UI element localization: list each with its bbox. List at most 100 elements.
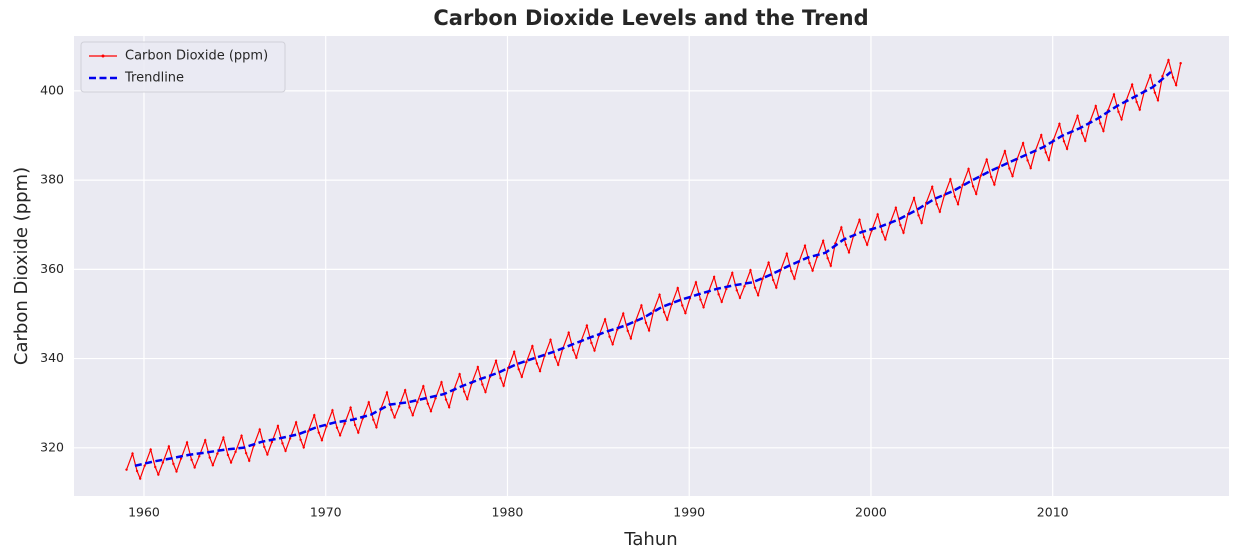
data-point bbox=[611, 343, 614, 346]
y-axis-label: Carbon Dioxide (ppm) bbox=[11, 167, 32, 365]
legend-label: Trendline bbox=[124, 71, 184, 86]
data-point bbox=[990, 175, 993, 179]
data-point bbox=[1047, 158, 1051, 162]
x-axis-label: Tahun bbox=[623, 529, 677, 550]
data-point bbox=[840, 226, 843, 229]
data-point bbox=[476, 365, 480, 369]
data-point bbox=[422, 385, 425, 388]
data-point bbox=[463, 390, 466, 393]
chart-title: Carbon Dioxide Levels and the Trend bbox=[433, 6, 868, 30]
data-point bbox=[367, 401, 370, 404]
data-point bbox=[876, 213, 879, 216]
data-point bbox=[644, 321, 648, 325]
data-point bbox=[603, 318, 607, 321]
data-point bbox=[735, 289, 739, 292]
data-point bbox=[684, 311, 687, 315]
data-point bbox=[652, 309, 655, 313]
data-point bbox=[912, 196, 916, 200]
data-point bbox=[585, 324, 589, 327]
data-point bbox=[997, 165, 1001, 169]
data-point bbox=[821, 239, 825, 242]
data-point bbox=[520, 375, 524, 379]
data-point bbox=[1003, 149, 1007, 153]
data-point bbox=[135, 469, 139, 473]
data-point bbox=[572, 348, 575, 352]
data-point bbox=[302, 446, 305, 449]
data-point bbox=[204, 439, 207, 442]
data-point bbox=[953, 195, 957, 198]
data-point bbox=[270, 440, 274, 444]
legend: Carbon Dioxide (ppm) Trendline bbox=[80, 41, 286, 93]
data-point bbox=[229, 461, 233, 464]
data-point bbox=[1062, 140, 1066, 143]
data-point bbox=[403, 389, 407, 392]
data-point bbox=[738, 296, 742, 300]
data-point bbox=[756, 294, 760, 297]
data-point bbox=[712, 275, 716, 279]
data-point bbox=[208, 456, 211, 459]
data-point bbox=[1174, 83, 1178, 87]
data-point bbox=[676, 286, 679, 290]
data-point bbox=[416, 401, 419, 404]
data-point bbox=[844, 243, 848, 247]
data-point bbox=[985, 158, 988, 161]
data-point bbox=[494, 359, 498, 363]
data-point bbox=[771, 278, 775, 282]
data-point bbox=[681, 304, 684, 307]
data-point bbox=[179, 457, 183, 460]
data-point bbox=[375, 426, 378, 429]
data-point bbox=[899, 223, 902, 227]
data-point bbox=[1149, 74, 1152, 77]
data-point bbox=[226, 453, 230, 457]
data-point bbox=[185, 441, 189, 444]
data-point bbox=[434, 397, 437, 400]
data-point bbox=[1065, 147, 1069, 151]
data-point bbox=[1171, 76, 1175, 79]
y-tick-label: 380 bbox=[40, 172, 64, 187]
data-point bbox=[535, 362, 539, 365]
data-point bbox=[634, 320, 637, 323]
data-point bbox=[647, 329, 651, 332]
data-point bbox=[1138, 108, 1141, 111]
y-tick-label: 360 bbox=[40, 261, 64, 276]
data-point bbox=[125, 468, 128, 471]
data-point bbox=[622, 312, 625, 315]
data-point bbox=[931, 185, 934, 189]
data-point bbox=[666, 318, 669, 321]
data-point bbox=[826, 256, 829, 260]
x-tick-label: 2000 bbox=[855, 505, 887, 520]
data-point bbox=[357, 431, 360, 434]
data-point bbox=[1099, 122, 1102, 125]
data-point bbox=[775, 286, 778, 289]
data-point bbox=[393, 416, 396, 419]
data-point bbox=[717, 293, 720, 296]
data-point bbox=[662, 310, 666, 314]
data-point bbox=[499, 377, 502, 380]
data-point bbox=[1026, 159, 1029, 162]
data-point bbox=[1021, 141, 1025, 145]
data-point bbox=[426, 402, 430, 405]
data-point bbox=[1076, 114, 1079, 118]
data-point bbox=[276, 424, 280, 428]
legend-label: Carbon Dioxide (ppm) bbox=[125, 49, 268, 64]
data-point bbox=[767, 261, 770, 264]
data-point bbox=[1130, 83, 1134, 86]
data-point bbox=[884, 238, 887, 241]
data-point bbox=[920, 221, 923, 225]
data-point bbox=[408, 406, 411, 409]
data-point bbox=[458, 372, 461, 376]
data-point bbox=[338, 434, 342, 437]
data-point bbox=[193, 466, 196, 469]
data-point bbox=[198, 455, 201, 458]
data-point bbox=[956, 203, 960, 206]
data-point bbox=[858, 218, 861, 222]
data-point bbox=[1117, 110, 1120, 114]
data-point bbox=[961, 183, 964, 187]
data-point bbox=[385, 391, 389, 394]
data-point bbox=[444, 398, 448, 401]
data-point bbox=[590, 341, 593, 345]
data-point bbox=[971, 185, 975, 188]
data-point bbox=[372, 418, 375, 421]
data-point bbox=[284, 449, 287, 453]
